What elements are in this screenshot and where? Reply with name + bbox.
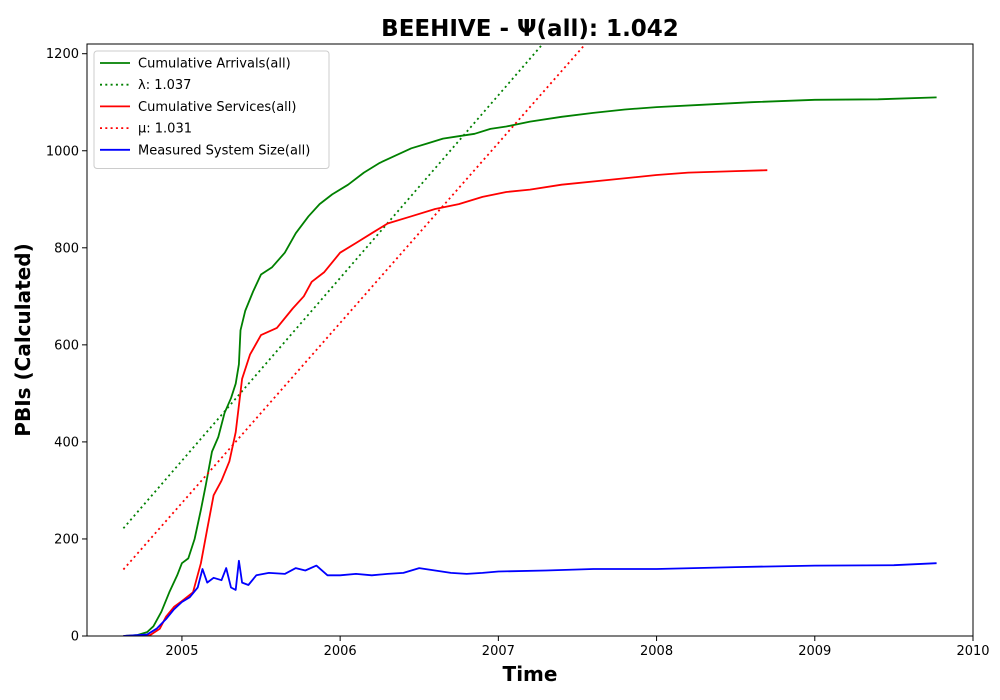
- y-axis-label: PBIs (Calculated): [11, 243, 35, 436]
- legend-label-2: Cumulative Services(all): [138, 100, 296, 115]
- plot-frame: [86, 43, 974, 637]
- legend-box: [93, 50, 330, 169]
- series-line-2: [123, 169, 768, 636]
- y-tick-label-4: 800: [54, 241, 79, 256]
- chart-title: BEEHIVE - Ψ(all): 1.042: [381, 16, 679, 42]
- legend-label-0: Cumulative Arrivals(all): [138, 57, 291, 72]
- series-line-0: [123, 96, 937, 636]
- x-tick-label-3: 2008: [640, 644, 673, 659]
- x-tick-label-0: 2005: [165, 644, 198, 659]
- series-line-3: [122, 44, 587, 571]
- x-tick-label-4: 2009: [798, 644, 831, 659]
- x-tick-label-5: 2010: [956, 644, 989, 659]
- plot-area: 2005 2006 2007 2008 2009 2010 0 200 400 600 800 100…: [46, 43, 990, 659]
- x-tick-label-2: 2007: [482, 644, 515, 659]
- x-tick-label-1: 2006: [324, 644, 357, 659]
- y-tick-label-6: 1200: [46, 47, 79, 62]
- y-tick-label-2: 400: [54, 435, 79, 450]
- series-line-4: [123, 559, 937, 636]
- legend-label-1: λ: 1.037: [138, 78, 191, 93]
- legend-label-3: μ: 1.031: [138, 122, 192, 137]
- x-axis-label: Time: [503, 662, 558, 686]
- legend-label-4: Measured System Size(all): [138, 143, 310, 158]
- y-tick-label-5: 1000: [46, 144, 79, 159]
- legend: Cumulative Arrivals(all) λ: 1.037 Cumulati…: [93, 50, 330, 169]
- y-tick-label-1: 200: [54, 532, 79, 547]
- y-tick-label-3: 600: [54, 338, 79, 353]
- series-line-1: [122, 44, 544, 529]
- y-tick-label-0: 0: [71, 630, 79, 645]
